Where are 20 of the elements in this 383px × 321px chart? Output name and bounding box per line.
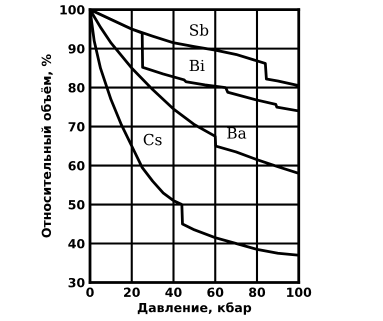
y-tick-label: 80 — [68, 83, 85, 93]
annotation: Bi — [190, 60, 205, 72]
y-tick-label: 40 — [68, 238, 85, 248]
y-tick-label: 60 — [68, 161, 85, 170]
x-tick-label: 40 — [165, 288, 182, 298]
y-tick-label: 70 — [68, 122, 85, 132]
x-tick-label: 0 — [86, 288, 94, 298]
y-tick-label: 50 — [68, 200, 85, 210]
y-tick-label: 100 — [60, 5, 85, 15]
y-tick-label: 90 — [68, 44, 85, 54]
annotation: Cs — [144, 134, 162, 146]
x-tick-label: 60 — [207, 288, 224, 298]
x-tick-label: 100 — [287, 288, 312, 298]
y-axis-title: Относительный объём, % — [40, 54, 53, 238]
x-axis-title: Давление, кбар — [138, 302, 252, 315]
y-tick-label: 30 — [68, 278, 85, 288]
annotation: Sb — [190, 24, 208, 36]
annotation: Ba — [227, 127, 246, 139]
x-tick-label: 80 — [249, 288, 266, 298]
x-tick-label: 20 — [124, 288, 140, 298]
